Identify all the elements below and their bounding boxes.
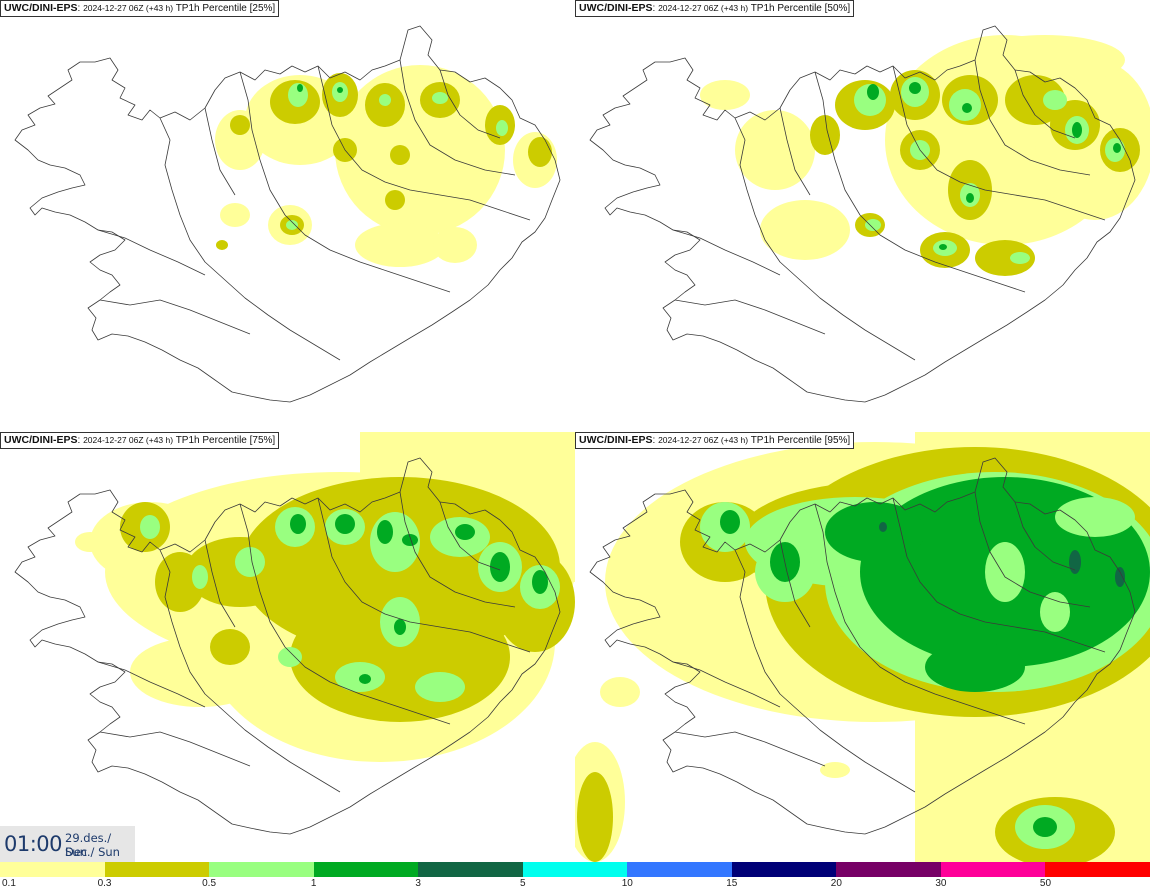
map-panel-p25: UWC/DINI-EPS: 2024-12-27 06Z (+43 h) TP1… <box>0 0 575 430</box>
panel-title: UWC/DINI-EPS: 2024-12-27 06Z (+43 h) TP1… <box>0 0 280 17</box>
legend-label: 0.1 <box>2 878 16 889</box>
legend-swatch <box>1045 862 1150 877</box>
source-label: UWC/DINI-EPS <box>4 2 78 14</box>
valid-date: 29.des./ Dec <box>65 831 112 859</box>
legend-label: 15 <box>726 878 738 889</box>
legend-label: 30 <box>935 878 947 889</box>
map-panel-p75: UWC/DINI-EPS: 2024-12-27 06Z (+43 h) TP1… <box>0 432 575 862</box>
legend-swatch <box>731 862 837 877</box>
legend-label: 3 <box>415 878 421 889</box>
run-label: 2024-12-27 06Z (+43 h) <box>658 435 749 445</box>
valid-time: 01:00 <box>4 832 63 856</box>
legend-swatch <box>418 862 523 877</box>
source-label: UWC/DINI-EPS <box>579 2 653 14</box>
panel-title: UWC/DINI-EPS: 2024-12-27 06Z (+43 h) TP1… <box>575 432 855 449</box>
variable-label: TP1h Percentile [50%] <box>750 3 851 14</box>
precip-map <box>14 432 575 835</box>
legend-swatch <box>209 862 314 877</box>
source-label: UWC/DINI-EPS <box>579 434 653 446</box>
legend-label: 0.3 <box>97 878 112 889</box>
legend-swatch <box>522 862 628 877</box>
panel-title: UWC/DINI-EPS: 2024-12-27 06Z (+43 h) TP1… <box>575 0 855 17</box>
legend-label: 0.5 <box>202 878 217 889</box>
map-panel-p50: UWC/DINI-EPS: 2024-12-27 06Z (+43 h) TP1… <box>575 0 1150 430</box>
variable-label: TP1h Percentile [95%] <box>750 435 851 446</box>
color-legend: 0.1 0.3 0.5 1 3 5 10 15 20 30 50 <box>0 862 1150 891</box>
legend-swatch <box>836 862 941 877</box>
valid-day: Sun./ Sun <box>65 845 120 859</box>
run-label: 2024-12-27 06Z (+43 h) <box>83 3 174 13</box>
variable-label: TP1h Percentile [25%] <box>175 3 276 14</box>
legend-swatch <box>0 862 105 877</box>
legend-label: 20 <box>830 878 842 889</box>
variable-label: TP1h Percentile [75%] <box>175 435 276 446</box>
precip-map <box>589 25 1150 403</box>
precip-map <box>575 432 1150 862</box>
legend-label: 10 <box>621 878 633 889</box>
precip-map <box>14 25 561 403</box>
legend-label: 50 <box>1039 878 1052 889</box>
map-panel-p95: UWC/DINI-EPS: 2024-12-27 06Z (+43 h) TP1… <box>575 432 1150 862</box>
source-label: UWC/DINI-EPS <box>4 434 78 446</box>
legend-swatch <box>104 862 210 877</box>
run-label: 2024-12-27 06Z (+43 h) <box>83 435 174 445</box>
run-label: 2024-12-27 06Z (+43 h) <box>658 3 749 13</box>
legend-swatch <box>313 862 419 877</box>
legend-color-bar <box>0 862 1150 877</box>
legend-swatch <box>940 862 1046 877</box>
legend-swatch <box>627 862 732 877</box>
valid-time-box: 01:00 29.des./ Dec Sun./ Sun <box>0 826 135 862</box>
legend-label: 5 <box>519 878 526 889</box>
panel-title: UWC/DINI-EPS: 2024-12-27 06Z (+43 h) TP1… <box>0 432 280 449</box>
legend-label: 1 <box>310 878 317 889</box>
